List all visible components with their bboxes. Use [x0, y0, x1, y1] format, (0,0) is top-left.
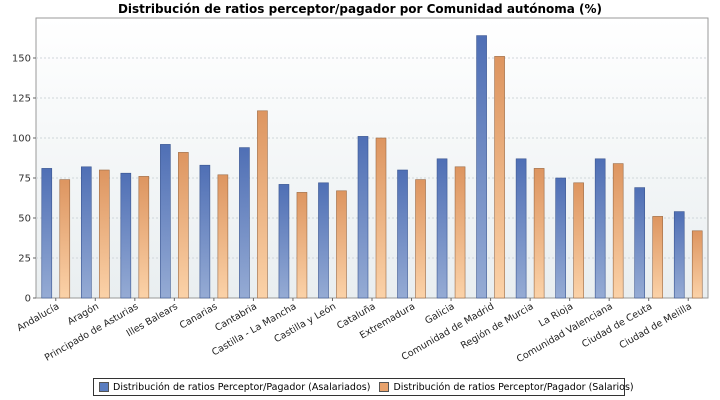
legend-item-asalariados: Distribución de ratios Perceptor/Pagador… — [99, 382, 370, 393]
legend-swatch-asalariados — [99, 382, 109, 392]
y-tick-label: 25 — [18, 254, 31, 265]
y-tick-label: 50 — [18, 214, 31, 225]
bar-salarios — [573, 182, 584, 299]
bar-salarios — [59, 179, 71, 299]
legend-item-salarios: Distribución de ratios Perceptor/Pagador… — [379, 381, 634, 393]
bar-asalariados — [476, 35, 487, 299]
bar-asalariados — [555, 177, 566, 299]
bar-asalariados — [594, 158, 606, 299]
legend: Distribución de ratios Perceptor/Pagador… — [93, 378, 634, 396]
bar-salarios — [375, 137, 387, 299]
bar-asalariados — [634, 187, 646, 299]
bar-asalariados — [397, 169, 408, 299]
bar-salarios — [296, 192, 308, 299]
bar-salarios — [138, 176, 150, 299]
x-tick-label: Canarias — [178, 301, 220, 331]
bar-salarios — [217, 174, 229, 299]
bar-asalariados — [120, 172, 132, 299]
bar-asalariados — [41, 168, 53, 299]
bar-asalariados — [239, 147, 250, 299]
chart-title: Distribución de ratios perceptor/pagador… — [117, 2, 603, 16]
bar-asalariados — [357, 136, 369, 299]
bar-salarios — [415, 179, 426, 299]
bar-asalariados — [673, 211, 685, 299]
plot-area — [35, 17, 709, 299]
y-tick-label: 150 — [12, 54, 31, 65]
bar-asalariados — [515, 158, 527, 299]
bar-salarios — [336, 190, 347, 299]
bar-salarios — [257, 110, 268, 299]
legend-label-asalariados: Distribución de ratios Perceptor/Pagador… — [113, 381, 371, 393]
bar-salarios — [652, 216, 664, 299]
bar-asalariados — [80, 166, 92, 299]
bar-asalariados — [160, 144, 171, 299]
bar-asalariados — [199, 164, 211, 299]
x-tick-label: Andalucía — [15, 301, 61, 334]
bars — [41, 35, 703, 299]
y-axis-ticks: 0 25 50 75 100 125 150 — [12, 54, 36, 305]
bar-salarios — [454, 166, 466, 299]
y-tick-label: 100 — [12, 134, 31, 145]
y-tick-label: 125 — [12, 94, 31, 105]
legend-swatch-salarios — [379, 382, 390, 392]
bar-salarios — [98, 169, 110, 299]
y-tick-label: 0 — [25, 294, 31, 305]
bar-salarios — [612, 163, 624, 299]
bar-salarios — [494, 56, 505, 299]
bar-asalariados — [318, 182, 329, 299]
x-tick-label: Ciudad de Melilla — [618, 301, 694, 351]
y-tick-label: 75 — [18, 174, 31, 185]
bar-asalariados — [436, 158, 448, 299]
x-tick-label: Región de Murcia — [459, 301, 536, 352]
bar-salarios — [178, 152, 189, 299]
legend-label-salarios: Distribución de ratios Perceptor/Pagador… — [393, 381, 634, 393]
bar-asalariados — [278, 184, 290, 299]
bar-salarios — [533, 168, 545, 299]
bar-chart: 0 25 50 75 100 125 150 Andalucía AragónPrincipa… — [12, 17, 709, 365]
bar-salarios — [691, 230, 703, 299]
